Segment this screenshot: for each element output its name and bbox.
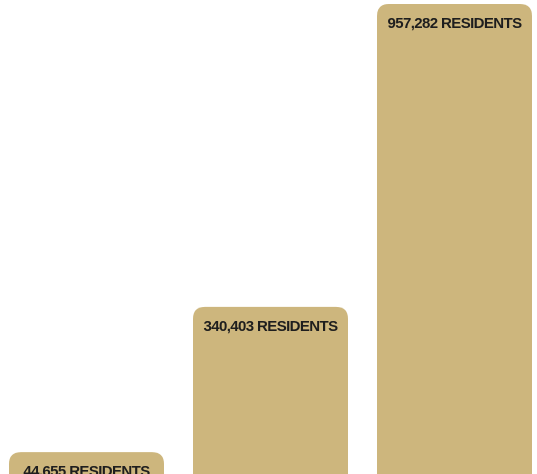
bar-value-label-1: 44,655 RESIDENTS [23, 463, 150, 474]
bar-2 [193, 306, 348, 474]
bars-group [9, 4, 532, 474]
bar-1 [9, 452, 164, 474]
bar-value-label-3: 957,282 RESIDENTS [387, 15, 522, 32]
bar-3 [377, 4, 532, 474]
labels-group: 44,655 RESIDENTS 340,403 RESIDENTS 957,282… [23, 15, 522, 474]
bar-value-label-2: 340,403 RESIDENTS [203, 318, 338, 335]
